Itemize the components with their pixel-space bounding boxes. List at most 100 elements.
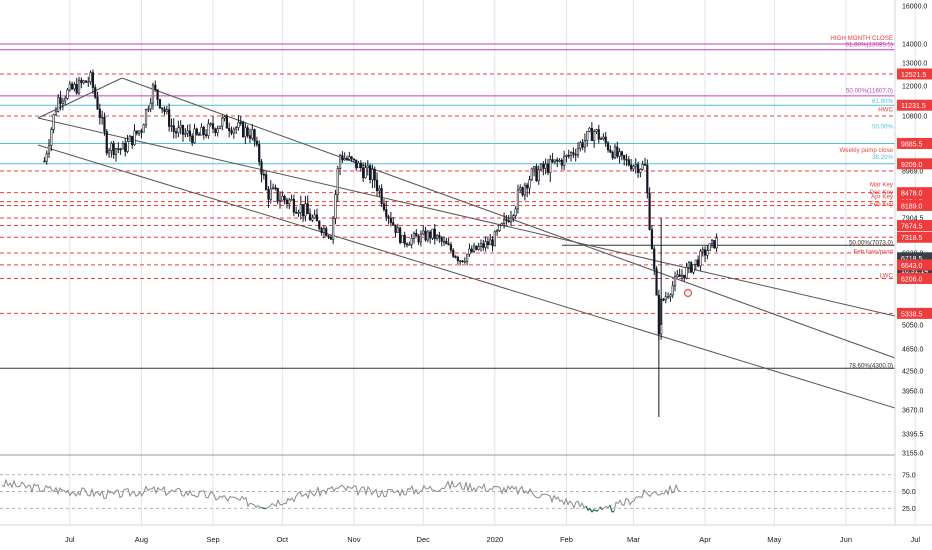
- candle-body: [202, 126, 205, 135]
- candle-body: [546, 163, 550, 173]
- candle-body: [648, 192, 651, 230]
- candle-body: [422, 230, 425, 235]
- candle-body: [655, 268, 658, 296]
- candle-body: [128, 135, 131, 142]
- candle-body: [329, 236, 332, 240]
- candle-body: [530, 168, 533, 181]
- axis-label: 3670.0: [902, 408, 924, 415]
- price-tag-bg: [897, 137, 932, 149]
- time-axis[interactable]: Jul Aug Sep Oct Nov Dec 2020 Feb Mar Apr May Jun Jul: [0, 524, 932, 544]
- candle-body: [135, 130, 138, 134]
- candle-body: [223, 116, 226, 119]
- candle-body: [368, 165, 372, 180]
- rsi-line: [1, 478, 681, 513]
- candle-body: [343, 158, 346, 161]
- candle-body: [581, 142, 584, 148]
- candle-body: [362, 167, 365, 179]
- level-annotation: Apr Key: [871, 194, 894, 201]
- candle-body: [544, 163, 547, 169]
- axis-label: 4650.0: [902, 347, 924, 354]
- candle-body: [45, 153, 48, 162]
- price-tag: 6718.5: [897, 252, 932, 264]
- candle-body: [288, 199, 291, 205]
- price-tag: 11231.5: [897, 99, 932, 111]
- candle-body: [221, 117, 224, 127]
- candle-body: [687, 262, 690, 268]
- candle-body: [364, 167, 367, 179]
- time-axis-label: Oct: [276, 535, 289, 544]
- candle-body: [424, 230, 427, 241]
- candle-body: [59, 97, 62, 104]
- candle-body: [308, 213, 312, 221]
- candle-body: [172, 125, 175, 132]
- candle-body: [392, 222, 395, 226]
- candle-body: [371, 168, 374, 180]
- candle-body: [519, 187, 522, 191]
- candle-body: [692, 264, 695, 273]
- candle-body: [278, 199, 282, 202]
- candle-body: [641, 164, 644, 170]
- candle-body: [348, 156, 351, 160]
- candle-body: [174, 131, 178, 134]
- candle-body: [415, 232, 418, 237]
- candle-body: [539, 163, 543, 171]
- candle-body: [124, 142, 127, 152]
- candle-body: [636, 164, 640, 173]
- candle-body: [542, 163, 545, 169]
- candle-body: [327, 235, 330, 238]
- price-tag: 5338.5: [897, 307, 932, 319]
- candle-body: [131, 135, 134, 146]
- candle-body: [211, 123, 215, 130]
- candle-body: [225, 116, 228, 129]
- channel-anchor: [37, 77, 123, 119]
- candle-body: [198, 134, 201, 136]
- candle-body: [408, 244, 411, 246]
- axis-label: 8969.0: [902, 169, 924, 176]
- candle-body: [556, 159, 559, 162]
- candle-body: [98, 108, 101, 118]
- candle-body: [285, 199, 289, 205]
- candle-body: [602, 136, 605, 140]
- price-tag-bg: [897, 259, 932, 271]
- channel-lower: [37, 144, 896, 409]
- axis-label: 3155.0: [902, 451, 924, 458]
- candle-body: [154, 84, 157, 91]
- level-annotation: 50.00%: [872, 124, 893, 131]
- candle-body: [290, 198, 293, 201]
- candle-body: [507, 220, 510, 223]
- candle-body: [445, 240, 448, 245]
- price-tag-bg: [897, 199, 932, 211]
- candle-body: [91, 72, 94, 88]
- candle-body: [697, 259, 700, 267]
- price-tag-text: 7674.5: [901, 224, 923, 231]
- level-annotation: Feb Key: [870, 201, 894, 208]
- candle-body: [634, 164, 637, 167]
- candle-body: [505, 218, 508, 221]
- candle-body: [117, 148, 120, 150]
- rsi-axis-label: 75.0: [902, 472, 916, 479]
- candle-body: [73, 84, 76, 90]
- candle-body: [664, 296, 667, 301]
- candle-body: [611, 151, 614, 159]
- candle-body: [385, 209, 388, 218]
- candle-body: [84, 80, 88, 83]
- candle-body: [366, 165, 369, 169]
- candle-body: [447, 243, 450, 246]
- candle-body: [101, 116, 104, 119]
- candle-body: [251, 129, 254, 139]
- candle-body: [302, 204, 305, 217]
- candle-body: [195, 128, 198, 135]
- price-axis[interactable]: 16000.0 14000.0 13000.0 12000.0 10800.0 8969.…: [894, 0, 932, 525]
- price-tag-text: 5338.5: [901, 311, 923, 318]
- price-tag: 8478.0: [897, 187, 932, 199]
- candle-body: [459, 260, 462, 263]
- candle-body: [151, 84, 155, 104]
- candle-body: [52, 114, 55, 130]
- candle-body: [713, 240, 716, 249]
- candle-body: [68, 83, 71, 91]
- candle-body: [429, 231, 432, 239]
- time-axis-label: Jul: [910, 535, 920, 544]
- candle-body: [320, 228, 323, 233]
